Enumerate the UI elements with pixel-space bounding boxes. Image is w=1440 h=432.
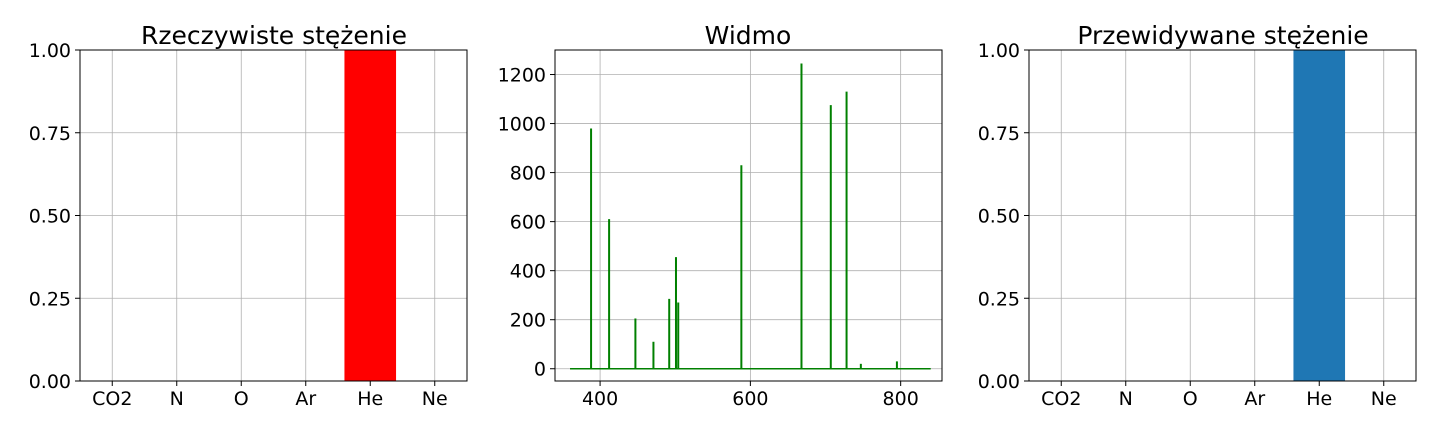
y-tick-label: 0.25 xyxy=(978,288,1020,310)
y-tick-label: 0.00 xyxy=(29,371,71,393)
y-tick-label: 0.00 xyxy=(978,371,1020,393)
x-tick-label: He xyxy=(357,388,383,410)
x-tick-label: Ne xyxy=(422,388,448,410)
x-tick-label: 600 xyxy=(732,388,768,410)
y-tick-label: 0.50 xyxy=(978,206,1020,228)
y-tick-label: 1200 xyxy=(498,65,546,87)
y-tick-label: 0.75 xyxy=(978,123,1020,145)
y-tick-label: 0 xyxy=(534,359,546,381)
axes-frame xyxy=(554,49,943,382)
predicted-concentration-chart: Przewidywane stężenie CO2 N O Ar He Ne 0.00 0.2… xyxy=(978,21,1417,410)
y-tick-label: 600 xyxy=(510,212,546,234)
x-tick-label: O xyxy=(234,388,249,410)
y-tick-label: 0.50 xyxy=(29,206,71,228)
y-tick-label: 200 xyxy=(510,310,546,332)
grid xyxy=(1029,49,1416,382)
y-tick-label: 1.00 xyxy=(978,40,1020,62)
spectrum-chart: Widmo 400 600 800 0 200 400 600 800 1000 1200 xyxy=(498,21,943,410)
y-tick-label: 800 xyxy=(510,163,546,185)
x-tick-label: CO2 xyxy=(1041,388,1081,410)
chart-title: Przewidywane stężenie xyxy=(1077,21,1368,50)
bar-he xyxy=(344,50,397,381)
chart-title: Widmo xyxy=(705,21,792,50)
x-tick-label: Ne xyxy=(1371,388,1397,410)
y-tick-label: 0.25 xyxy=(29,288,71,310)
y-tick-label: 0.75 xyxy=(29,123,71,145)
x-tick-label: Ar xyxy=(1244,388,1265,410)
x-tick-label: N xyxy=(1119,388,1133,410)
actual-concentration-chart: Rzeczywiste stężenie CO2 N O Ar He Ne 0.00 0.25… xyxy=(29,21,468,410)
x-tick-label: O xyxy=(1183,388,1198,410)
y-tick-label: 1.00 xyxy=(29,40,71,62)
x-tick-label: Ar xyxy=(295,388,316,410)
y-tick-label: 1000 xyxy=(498,114,546,136)
x-tick-label: 800 xyxy=(883,388,919,410)
bar-he xyxy=(1293,50,1346,381)
y-tick-label: 400 xyxy=(510,261,546,283)
x-tick-label: He xyxy=(1306,388,1332,410)
chart-title: Rzeczywiste stężenie xyxy=(141,21,407,50)
grid xyxy=(555,50,942,381)
x-tick-label: N xyxy=(170,388,184,410)
grid xyxy=(80,49,467,382)
x-tick-label: CO2 xyxy=(92,388,132,410)
x-tick-label: 400 xyxy=(582,388,618,410)
